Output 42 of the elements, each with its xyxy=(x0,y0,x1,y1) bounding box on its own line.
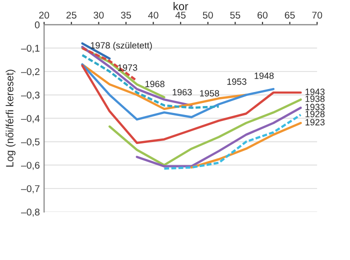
line-series xyxy=(81,54,220,109)
y-axis-title: Log (női/férfi kereset) xyxy=(6,70,16,167)
x-tick-label: 50 xyxy=(202,12,213,19)
series-label: 1923 xyxy=(306,119,325,126)
series-label: 1968 xyxy=(145,80,164,88)
x-tick-label: 40 xyxy=(148,12,158,19)
y-tick-label: –0,1 xyxy=(21,44,40,53)
series-label: 1938 xyxy=(306,96,325,102)
x-tick-label: 25 xyxy=(66,12,76,19)
y-tick-label: 0 xyxy=(34,21,40,28)
series-label: 1963 xyxy=(172,88,192,96)
series-label: 1958 xyxy=(200,90,220,97)
line-series xyxy=(136,106,302,168)
y-tick-label: –0,7 xyxy=(21,185,40,194)
series-label: 1953 xyxy=(227,78,246,85)
x-tick-label: 55 xyxy=(230,12,240,19)
series-label: 1978 (született) xyxy=(90,42,152,50)
x-axis-title: kor xyxy=(174,2,188,10)
y-tick-label: –0,3 xyxy=(21,92,40,100)
x-tick-label: 45 xyxy=(175,12,186,19)
line-series xyxy=(108,98,302,166)
x-tick-label: 30 xyxy=(94,12,104,19)
y-tick-label: –0,6 xyxy=(21,162,40,170)
line-series xyxy=(190,122,302,169)
line-series xyxy=(81,64,302,144)
line-series xyxy=(163,114,302,170)
y-tick-label: –0,8 xyxy=(21,208,40,217)
series-label: 1943 xyxy=(306,88,325,95)
x-tick-label: 35 xyxy=(120,12,131,19)
series-label: 1948 xyxy=(254,72,274,79)
x-tick-label: 20 xyxy=(39,12,50,19)
x-tick-label: 60 xyxy=(258,12,268,19)
x-tick-label: 65 xyxy=(284,12,295,19)
y-tick-label: –0,2 xyxy=(21,68,40,76)
series-label: 1933 xyxy=(306,104,325,110)
y-tick-label: –0,5 xyxy=(21,138,40,146)
series-label: 1973 xyxy=(118,64,138,71)
series-label: 1928 xyxy=(306,110,325,118)
y-tick-label: –0,4 xyxy=(21,115,40,124)
line-series xyxy=(81,63,248,110)
x-tick-label: 70 xyxy=(312,12,322,19)
line-series xyxy=(81,63,275,121)
